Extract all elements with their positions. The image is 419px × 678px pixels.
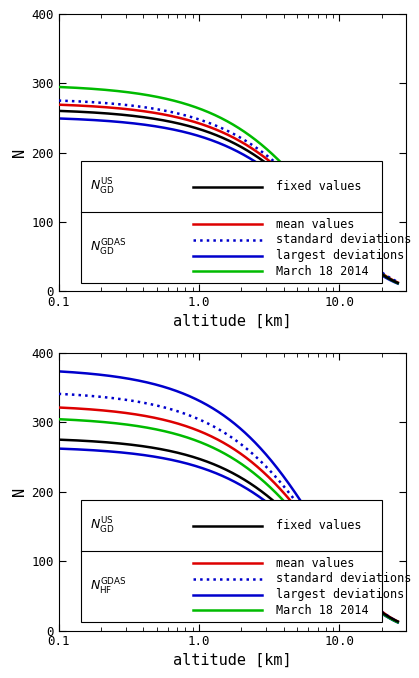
Point	[138, 287, 143, 296]
Text: fixed values: fixed values	[276, 519, 362, 532]
Y-axis label: N: N	[12, 148, 27, 157]
Point	[192, 626, 197, 635]
Point	[138, 626, 143, 635]
Y-axis label: N: N	[12, 487, 27, 496]
Text: standard deviations: standard deviations	[276, 233, 411, 246]
Point	[164, 287, 169, 296]
Text: March 18 2014: March 18 2014	[276, 604, 369, 617]
Point	[164, 626, 169, 635]
Point	[164, 626, 169, 635]
FancyBboxPatch shape	[81, 161, 382, 283]
Point	[164, 287, 169, 296]
Text: $N_{\mathrm{GD}}^{\mathrm{US}}$: $N_{\mathrm{GD}}^{\mathrm{US}}$	[90, 176, 114, 197]
Text: largest deviations: largest deviations	[276, 588, 404, 601]
Text: largest deviations: largest deviations	[276, 249, 404, 262]
Text: mean values: mean values	[276, 218, 354, 231]
Point	[164, 287, 169, 296]
Text: $N_{\mathrm{GD}}^{\mathrm{GDAS}}$: $N_{\mathrm{GD}}^{\mathrm{GDAS}}$	[90, 238, 127, 258]
Point	[192, 287, 197, 296]
Point	[138, 626, 143, 635]
Point	[164, 626, 169, 635]
Text: March 18 2014: March 18 2014	[276, 265, 369, 278]
Text: $N_{\mathrm{HF}}^{\mathrm{GDAS}}$: $N_{\mathrm{HF}}^{\mathrm{GDAS}}$	[90, 577, 127, 597]
Text: standard deviations: standard deviations	[276, 572, 411, 585]
X-axis label: altitude [km]: altitude [km]	[173, 313, 292, 329]
Point	[164, 287, 169, 296]
Point	[138, 626, 143, 635]
Point	[164, 626, 169, 635]
Text: fixed values: fixed values	[276, 180, 362, 193]
Point	[30, 626, 35, 635]
Point	[164, 287, 169, 296]
Point	[138, 626, 143, 635]
Point	[138, 626, 143, 635]
Point	[138, 287, 143, 296]
Point	[138, 287, 143, 296]
Text: $N_{\mathrm{GD}}^{\mathrm{US}}$: $N_{\mathrm{GD}}^{\mathrm{US}}$	[90, 515, 114, 536]
Text: mean values: mean values	[276, 557, 354, 570]
Point	[164, 626, 169, 635]
Point	[138, 287, 143, 296]
X-axis label: altitude [km]: altitude [km]	[173, 652, 292, 668]
Point	[138, 287, 143, 296]
FancyBboxPatch shape	[81, 500, 382, 622]
Point	[30, 287, 35, 296]
